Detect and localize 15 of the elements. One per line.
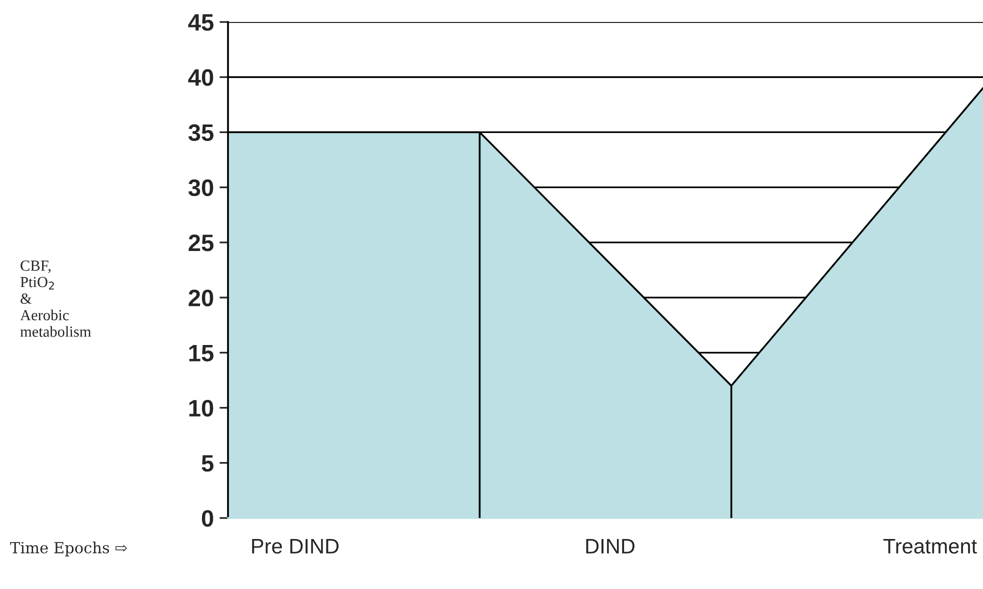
y-tick-label: 35 (188, 124, 214, 142)
text: Pre DIND (252, 539, 339, 554)
y-tick-label: 5 (202, 455, 214, 472)
text: CBF, PtiO$_{2}$ & Aerobic metabolism (20, 260, 92, 337)
y-tick-label: 10 (189, 400, 214, 417)
y-tick-label: 25 (188, 234, 214, 252)
text: Time Epochs ⇨ (10, 542, 127, 556)
y-tick-label: 45 (188, 14, 214, 31)
y-tick-label: 15 (189, 344, 214, 362)
y-tick-label: 30 (188, 179, 214, 196)
text: DIND (586, 539, 634, 554)
text: Treatment (883, 539, 977, 554)
y-tick-label: 0 (202, 510, 214, 527)
y-tick-label: 20 (188, 290, 214, 306)
y-tick-label: 40 (188, 69, 214, 86)
